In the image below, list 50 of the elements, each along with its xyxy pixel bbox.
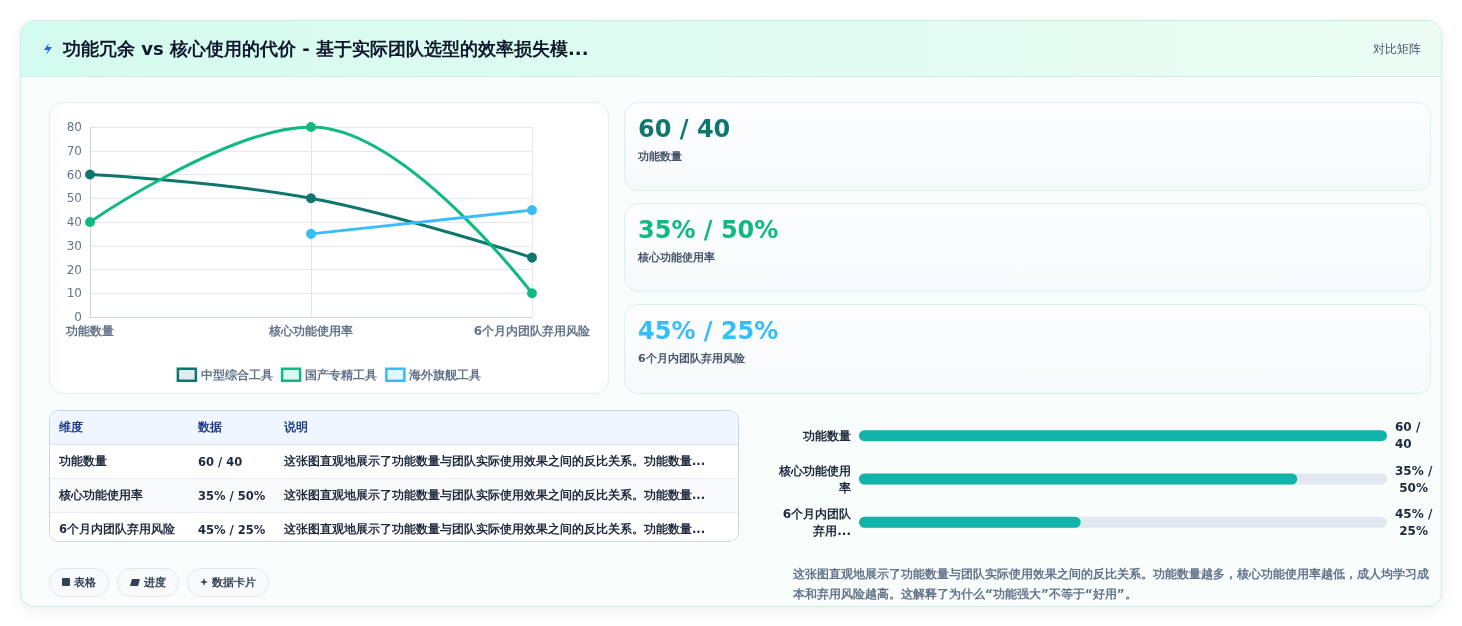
text: 这张图直观地展示了功能数量与团队实际使用效果之间的反比关系。功能数量越多，核心功能使用率越低，成人均学习成本和弃用风险越高。这解释了为什么“功能强大”不等于“好用”。 [793,566,1430,603]
point [85,169,95,180]
y-tick-label: 10 [66,286,82,301]
y-tick-label: 30 [66,238,82,253]
category-label: 说明 [284,420,309,435]
text: 数据卡片 [212,574,256,590]
text: 这张图直观地展示了功能数量与团队实际使用效果之间的反比关系。功能数量... [284,454,707,469]
text: 60 / 40 [198,454,244,469]
point [306,228,316,239]
y-tick-label: 80 [66,120,82,134]
text: 对比矩阵 [1373,41,1421,58]
text: 功能数量 [638,149,682,164]
point [306,193,316,204]
text: 进度 [144,574,166,590]
y-tick-label: 70 [66,143,82,158]
y-tick-label: 核心功能使用率 [778,463,851,495]
category-label: 维度 [58,420,84,435]
y-tick-label: 0 [74,310,82,324]
text: 核心功能使用率 [638,250,715,265]
y-tick-label: 60 [66,167,82,182]
text: 这张图直观地展示了功能数量与团队实际使用效果之间的反比关系。功能数量... [284,522,707,537]
legend-label: 中型综合工具 [200,367,273,382]
text: 6个月内团队弃用风险 [638,351,745,366]
x-tick-label: 6个月内团队弃用风险 [473,324,592,338]
y-tick-label: 功能数量 [802,428,851,443]
category-label: 数据 [198,420,223,435]
y-tick-label: 40 [66,215,82,229]
text: 功能冗余 vs 核心使用的代价 - 基于实际团队选型的效率损失模... [63,37,589,61]
legend-label: 国产专精工具 [305,367,378,382]
text: 60 / 40 [1395,420,1425,452]
text: 35% / 50% [638,216,779,244]
text: 6个月内团队弃用风险 [58,522,176,537]
text: 60 / 40 [638,115,731,143]
point [527,288,537,299]
point [306,122,316,132]
text: 45% / 25% [198,522,267,537]
point [85,217,95,227]
text: 这张图直观地展示了功能数量与团队实际使用效果之间的反比关系。功能数量... [284,488,707,503]
text: 35% / 50% [198,488,267,503]
x-tick-label: 核心功能使用率 [268,324,353,338]
legend-label: 海外旗舰工具 [408,367,482,382]
text: 表格 [74,574,96,590]
text: 35% / 50% [1395,463,1433,495]
y-tick-label: 6个月内团队弃用... [782,506,852,538]
text: 45% / 25% [638,317,779,345]
text: 45% / 25% [1395,506,1433,538]
point [527,252,537,263]
y-tick-label: 20 [66,262,82,277]
y-tick-label: 50 [66,191,82,206]
point [527,205,537,216]
